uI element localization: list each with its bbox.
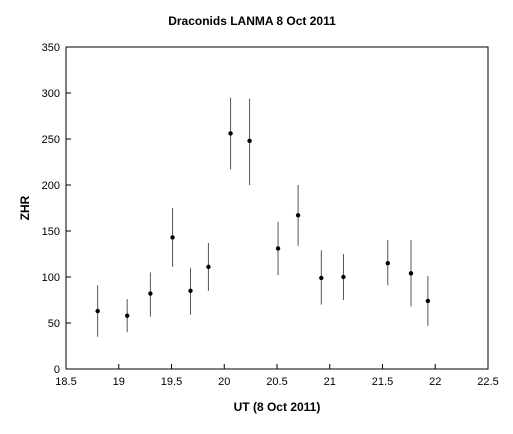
y-tick-label: 350 [42, 42, 60, 54]
data-point [275, 246, 281, 251]
x-tick-label: 20 [218, 376, 230, 388]
y-tick-label: 100 [42, 272, 60, 284]
data-point [148, 291, 153, 296]
y-tick-label: 250 [42, 134, 60, 146]
y-tick-label: 200 [42, 180, 60, 192]
chart-title: Draconids LANMA 8 Oct 2011 [168, 14, 336, 28]
data-points [95, 131, 431, 318]
error-bars [97, 97, 429, 337]
data-point [385, 261, 390, 266]
data-point [188, 288, 193, 293]
data-point [95, 308, 100, 314]
x-tick-label: 22 [429, 376, 441, 388]
data-point [247, 138, 252, 144]
data-point [295, 213, 301, 218]
x-tick-label: 18.5 [55, 376, 76, 388]
x-tick-label: 19.5 [161, 376, 182, 388]
y-tick-label: 50 [48, 318, 60, 330]
y-tick-label: 150 [42, 226, 60, 238]
y-tick-label: 300 [42, 88, 60, 100]
x-axis-label: UT (8 Oct 2011) [234, 400, 321, 414]
data-point [170, 235, 175, 240]
plot-frame [65, 46, 489, 370]
x-tick-label: 22.5 [477, 376, 498, 388]
x-tick-label: 19 [113, 376, 125, 388]
data-point [206, 264, 211, 270]
x-tick-label: 20.5 [266, 376, 287, 388]
data-point [425, 298, 431, 304]
x-tick-label: 21.5 [372, 376, 393, 388]
y-axis-label: ZHR [18, 195, 32, 220]
data-point [319, 275, 324, 281]
data-point [228, 131, 233, 136]
y-tick-label: 0 [54, 364, 60, 376]
data-point [408, 271, 414, 276]
data-point [341, 274, 346, 280]
data-point [124, 313, 130, 318]
x-tick-label: 21 [324, 376, 336, 388]
axis-ticks: 18.5 19 19.5 20 20.5 21 21.5 22 22.5 0 50 100 150 200… [42, 42, 499, 388]
